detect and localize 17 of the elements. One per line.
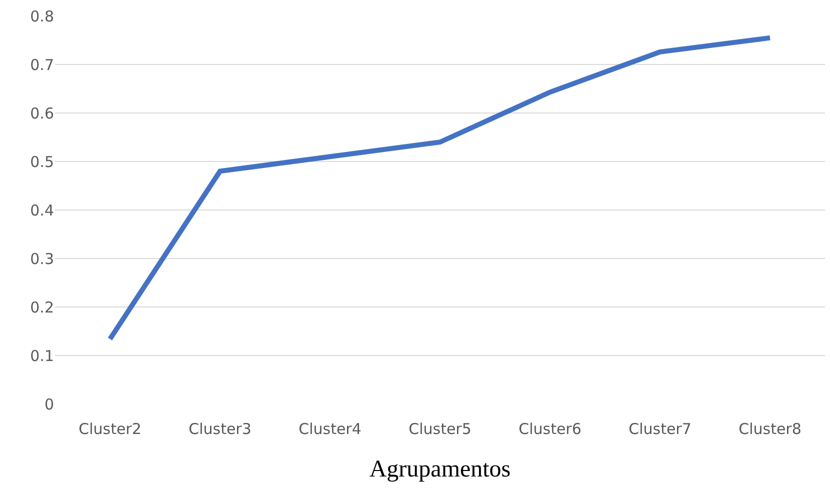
y-tick-label: 0.5 — [30, 152, 54, 171]
x-tick-label: Cluster2 — [78, 420, 142, 438]
x-tick-label: Cluster6 — [518, 420, 582, 438]
x-tick-label: Cluster7 — [628, 420, 692, 438]
x-tick-label: Cluster5 — [408, 420, 472, 438]
x-tick-label: Cluster3 — [188, 420, 252, 438]
y-tick-label: 0.6 — [30, 104, 54, 122]
y-tick-label: 0.1 — [30, 346, 54, 365]
x-tick-label: Cluster8 — [738, 420, 802, 438]
y-tick-label: 0.3 — [30, 250, 54, 268]
y-tick-label: 0.4 — [30, 201, 54, 220]
x-axis-title: Agrupamentos — [369, 456, 511, 482]
y-tick-label: 0.8 — [30, 7, 54, 26]
y-tick-label: 0.2 — [30, 298, 54, 316]
y-tick-label: 0.7 — [30, 56, 54, 74]
x-tick-label: Cluster4 — [298, 420, 362, 438]
y-tick-label: 0 — [44, 395, 54, 414]
